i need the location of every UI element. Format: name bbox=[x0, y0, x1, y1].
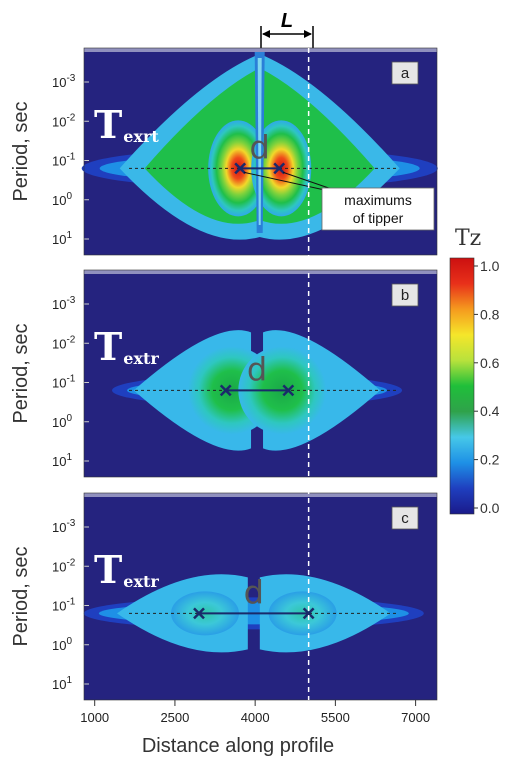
panel-label: a bbox=[401, 65, 410, 82]
x-tick-label: 2500 bbox=[160, 710, 189, 725]
distance-label: d bbox=[247, 350, 267, 388]
central-cusp-core bbox=[257, 58, 262, 225]
colorbar-gradient bbox=[449, 257, 475, 515]
x-tick-label: 4000 bbox=[241, 710, 270, 725]
colorbar-tick-label: 0.8 bbox=[480, 306, 500, 322]
y-tick-label: 10-2 bbox=[52, 334, 76, 351]
x-tick-label: 5500 bbox=[321, 710, 350, 725]
x-tick-label: 7000 bbox=[401, 710, 430, 725]
maximum-marker-2 bbox=[282, 384, 295, 397]
panel-label: b bbox=[401, 287, 409, 304]
y-tick-label: 10-3 bbox=[52, 518, 76, 535]
colorbar-tick-label: 0.6 bbox=[480, 355, 500, 371]
x-tick-label: 1000 bbox=[80, 710, 109, 725]
panel-label: c bbox=[401, 510, 409, 527]
y-axis-title: Period, sec bbox=[10, 546, 32, 646]
colorbar-title: Tz bbox=[455, 226, 481, 251]
y-tick-label: 10-1 bbox=[52, 152, 76, 169]
y-tick-label: 101 bbox=[52, 452, 72, 469]
heatmap-panel-c: d Textr c 10-3 10-2 10-1 100 101 Period, sec bbox=[10, 492, 438, 701]
y-tick-label: 10-1 bbox=[52, 374, 76, 391]
x-axis-title: Distance along profile bbox=[142, 735, 334, 757]
dimension-arrowhead-left bbox=[262, 30, 270, 38]
y-tick-label: 10-2 bbox=[52, 557, 76, 574]
period-extremum-label: Textr bbox=[94, 547, 159, 592]
colorbar-tick-label: 1.0 bbox=[480, 258, 500, 274]
distance-label: d bbox=[244, 573, 264, 611]
distance-label: d bbox=[250, 128, 270, 166]
heatmap-panels: d Texrt maximums of tipper a 10-3 10-2 10-1 100 1… bbox=[10, 47, 438, 701]
colorbar-tick-label: 0.4 bbox=[480, 403, 500, 419]
period-extremum-label: Texrt bbox=[94, 102, 159, 147]
y-tick-label: 10-3 bbox=[52, 73, 76, 90]
maximum-marker-1 bbox=[193, 607, 205, 620]
panel-top-band bbox=[84, 493, 437, 497]
colorbar-tick-label: 0.2 bbox=[480, 452, 500, 468]
dimension-arrowhead-right bbox=[304, 30, 312, 38]
dimension-label: L bbox=[281, 10, 293, 32]
colorbar-tick-label: 0.0 bbox=[480, 500, 500, 516]
heatmap-panel-b: d Textr b 10-3 10-2 10-1 100 101 Period, sec bbox=[10, 269, 438, 478]
annotation-box bbox=[321, 187, 435, 231]
y-tick-label: 10-1 bbox=[52, 597, 76, 614]
maximum-marker-1 bbox=[234, 162, 247, 175]
panel-label-box bbox=[391, 61, 419, 85]
y-tick-label: 101 bbox=[52, 230, 72, 247]
panel-top-band bbox=[84, 270, 437, 274]
y-tick-label: 10-3 bbox=[52, 295, 76, 312]
panel-label-box bbox=[391, 506, 419, 530]
y-tick-label: 10-2 bbox=[52, 112, 76, 129]
panel-frame bbox=[83, 47, 438, 256]
period-extremum-label: Textr bbox=[94, 324, 159, 369]
colorbar: Tz 1.0 0.8 0.6 0.4 0.2 0.0 bbox=[449, 226, 500, 516]
y-tick-label: 100 bbox=[52, 636, 72, 653]
y-tick-label: 100 bbox=[52, 413, 72, 430]
annotation-line-2: of tipper bbox=[353, 210, 404, 226]
maximum-marker-1 bbox=[219, 384, 232, 397]
y-axis-title: Period, sec bbox=[10, 101, 32, 201]
colorbar-ticks: 1.0 0.8 0.6 0.4 0.2 0.0 bbox=[474, 258, 500, 516]
y-tick-label: 100 bbox=[52, 191, 72, 208]
maximum-marker-2 bbox=[302, 607, 315, 620]
maximum-marker-2 bbox=[273, 162, 286, 175]
heatmap-panel-a: d Texrt maximums of tipper a 10-3 10-2 10-1 100 1… bbox=[10, 47, 438, 256]
panel-top-band bbox=[84, 48, 437, 52]
panel-frame bbox=[83, 269, 438, 478]
dimension-marker: L bbox=[260, 10, 314, 48]
y-tick-label: 101 bbox=[52, 675, 72, 692]
panel-frame bbox=[83, 492, 438, 701]
y-axis-title: Period, sec bbox=[10, 323, 32, 423]
x-axis-ticks: 1000 2500 4000 5500 7000 bbox=[80, 700, 430, 725]
annotation-line-1: maximums bbox=[344, 192, 412, 208]
panel-label-box bbox=[391, 283, 419, 307]
